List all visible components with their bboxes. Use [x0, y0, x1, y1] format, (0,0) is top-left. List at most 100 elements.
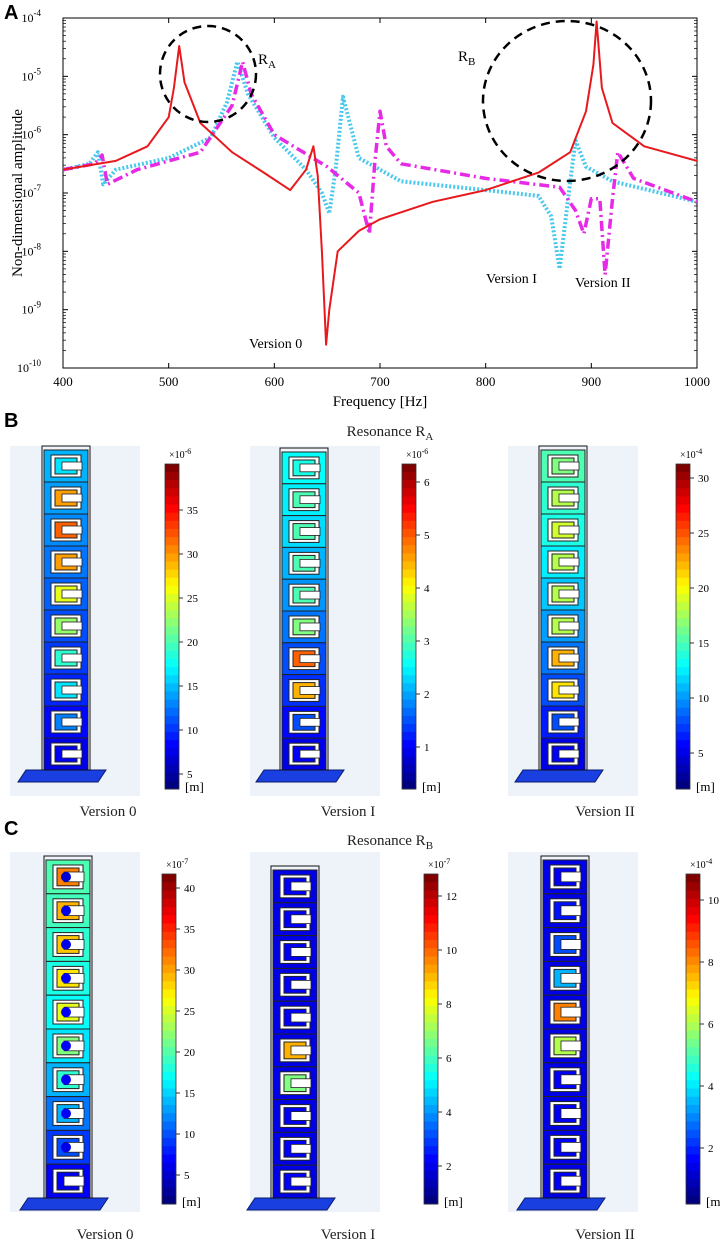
colorbar-border [161, 873, 177, 1205]
rb-circle [481, 19, 653, 183]
colorbar-swatch [162, 1063, 176, 1073]
colorbar-swatch [424, 882, 438, 891]
colorbar-tick-label: 1 [424, 742, 430, 754]
colorbar-tick-label: 40 [184, 883, 196, 895]
colorbar-swatch [162, 1187, 176, 1197]
colorbar-swatch [424, 981, 438, 990]
colorbar-swatch [676, 585, 690, 595]
colorbar-swatch [402, 756, 416, 766]
colorbar-swatch [686, 1179, 700, 1188]
colorbar-swatch [686, 1105, 700, 1114]
section-c-title: Resonance RB [346, 833, 434, 852]
colorbar-swatch [676, 748, 690, 757]
colorbar-tick-label: 5 [187, 769, 193, 781]
colorbar-swatch [676, 569, 690, 579]
resonator-slot [61, 589, 83, 599]
colorbar-tick-label: 2 [446, 1161, 452, 1173]
colorbar-swatch [162, 1162, 176, 1172]
colorbar-swatch [162, 915, 176, 924]
colorbar-swatch [402, 724, 416, 733]
y-tick-label: 10-5 [22, 66, 42, 83]
colorbar-swatch [165, 504, 179, 514]
colorbar-swatch [424, 1105, 438, 1114]
colorbar-swatch [424, 1113, 438, 1122]
colorbar-swatch [424, 964, 438, 974]
y-axis-label: Non-dimensional amplitude [10, 109, 26, 277]
colorbar-swatch [424, 1022, 438, 1032]
colorbar-swatch [676, 537, 690, 546]
colorbar-tick-label: 20 [187, 637, 199, 649]
colorbar-swatch [686, 964, 700, 974]
colorbar-swatch [424, 1055, 438, 1065]
x-tick-label: 400 [53, 374, 73, 389]
colorbar-swatch [676, 707, 690, 717]
colorbar-swatch [162, 973, 176, 982]
colorbar-swatch [424, 898, 438, 908]
rb-label: RB [458, 49, 475, 68]
colorbar-swatch [686, 890, 700, 900]
colorbar-swatch [165, 626, 179, 636]
colorbar-border [401, 463, 417, 790]
colorbar-tick-label: 3 [424, 636, 430, 648]
colorbar-swatch [686, 882, 700, 891]
colorbar-swatch [402, 496, 416, 506]
colorbar-swatch [162, 1047, 176, 1056]
colorbar-swatch [676, 464, 690, 473]
colorbar-swatch [165, 780, 179, 790]
colorbar-swatch [676, 732, 690, 741]
ra-label: RA [258, 52, 276, 71]
colorbar-swatch [162, 1195, 176, 1205]
colorbar-swatch [686, 973, 700, 982]
colorbar-swatch [165, 545, 179, 554]
tower-image [246, 852, 380, 1212]
colorbar-border [423, 873, 439, 1205]
colorbar-swatch [424, 1006, 438, 1015]
colorbar-swatch [165, 529, 179, 538]
colorbar-swatch [676, 610, 690, 619]
resonator-slot [290, 979, 312, 990]
resonator-slot [61, 525, 83, 535]
ra-circle [158, 24, 258, 124]
colorbar-swatch [676, 504, 690, 514]
colorbar-swatch [162, 1105, 176, 1114]
colorbar-swatch [424, 1072, 438, 1081]
colorbar-swatch [686, 1162, 700, 1172]
colorbar-swatch [165, 537, 179, 546]
undeformed-outline [540, 855, 590, 1199]
resonator-slot [558, 749, 580, 759]
colorbar-swatch [686, 1022, 700, 1032]
version2-annotation: Version II [575, 276, 631, 291]
colorbar-swatch [165, 764, 179, 774]
colorbar-unit: [m] [182, 1194, 201, 1209]
colorbar-swatch [686, 1113, 700, 1122]
colorbar-swatch [686, 948, 700, 957]
colorbar-swatch [686, 1146, 700, 1155]
colorbar-swatch [165, 561, 179, 571]
colorbar-swatch [162, 1129, 176, 1139]
colorbar-swatch [402, 585, 416, 595]
colorbar-tick-label: 5 [184, 1170, 190, 1182]
colorbar-tick-label: 10 [187, 725, 199, 737]
colorbar-swatch [686, 981, 700, 990]
resonator-slot [290, 947, 312, 957]
colorbar-swatch [165, 740, 179, 749]
resonator-slot [558, 621, 580, 631]
colorbar-swatch [162, 1030, 176, 1040]
resonator-slot [558, 685, 580, 695]
colorbar-swatch [402, 626, 416, 636]
colorbar-swatch [162, 997, 176, 1007]
colorbar-swatch [402, 675, 416, 684]
colorbar-swatch [402, 780, 416, 790]
x-tick-label: 1000 [684, 374, 710, 389]
colorbar-swatch [424, 915, 438, 924]
colorbar-swatch [686, 1055, 700, 1065]
colorbar-swatch [424, 1129, 438, 1139]
resonator-slot [558, 461, 580, 471]
resonator-slot [558, 653, 580, 663]
y-tick-label: 10-10 [17, 358, 41, 375]
colorbar-swatch [676, 545, 690, 554]
y-tick-label: 10-6 [22, 125, 42, 142]
tower-image [508, 445, 638, 796]
colorbar-tick-label: 30 [187, 549, 199, 561]
colorbar-swatch [424, 931, 438, 941]
